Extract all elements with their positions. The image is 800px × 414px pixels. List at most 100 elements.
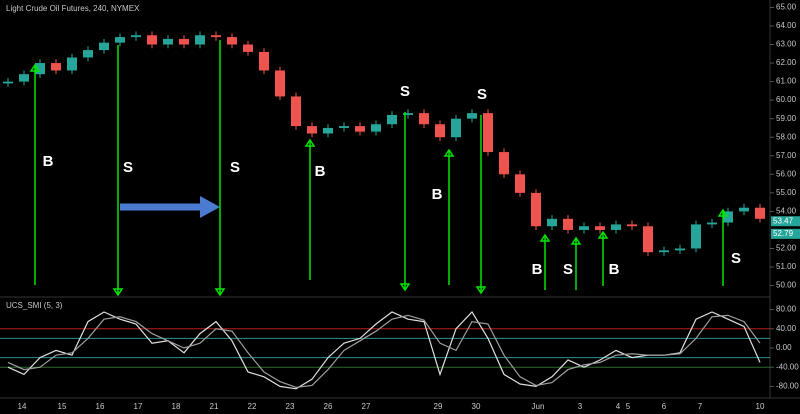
candle-body: [467, 113, 477, 119]
candle-body: [211, 35, 221, 38]
y-tick-label: 63.00: [776, 40, 797, 49]
indicator-title: UCS_SMI (5, 3): [6, 301, 63, 310]
candle-body: [387, 114, 397, 125]
candle-body: [499, 152, 509, 175]
candle-body: [83, 50, 93, 58]
signal-arrow-head: [539, 233, 551, 242]
candle-body: [531, 192, 541, 227]
x-tick-label: 27: [362, 402, 371, 411]
candle-body: [147, 35, 157, 45]
candle-body: [419, 113, 429, 125]
y-tick-label: 56.00: [776, 169, 797, 178]
candle-body: [291, 96, 301, 127]
candle-body: [131, 35, 141, 38]
candle-body: [339, 126, 349, 128]
candle-body: [435, 124, 445, 138]
candle-body: [275, 70, 285, 97]
y-tick-label: 64.00: [776, 21, 797, 30]
x-tick-label: 4: [616, 402, 621, 411]
candle-body: [163, 38, 173, 45]
candle-body: [403, 113, 413, 115]
signal-label: S: [731, 250, 741, 267]
y2-tick-label: -40.00: [776, 362, 799, 371]
signal-label: B: [43, 153, 54, 170]
signal-arrow-head: [112, 288, 124, 297]
candle-body: [515, 174, 525, 193]
x-tick-label: 7: [698, 402, 703, 411]
signal-arrow-head: [399, 283, 411, 292]
candle-body: [227, 37, 237, 45]
x-tick-label: 10: [756, 402, 765, 411]
y-tick-label: 52.00: [776, 244, 797, 253]
y-tick-label: 54.00: [776, 207, 797, 216]
x-tick-label: 6: [662, 402, 667, 411]
candle-body: [323, 127, 333, 134]
y2-tick-label: 80.00: [776, 305, 797, 314]
signal-arrow-head: [597, 230, 609, 239]
candle-body: [243, 44, 253, 52]
price-label-bg: [771, 216, 800, 227]
x-tick-label: 22: [248, 402, 257, 411]
y2-tick-label: 40.00: [776, 324, 797, 333]
signal-arrow-head: [443, 148, 455, 157]
candle-body: [675, 248, 685, 251]
candle-body: [35, 63, 45, 75]
y-tick-label: 59.00: [776, 114, 797, 123]
candle-body: [739, 207, 749, 212]
candle-body: [259, 51, 269, 71]
y-tick-label: 57.00: [776, 151, 797, 160]
x-tick-label: 15: [58, 402, 67, 411]
signal-arrow-head: [304, 138, 316, 147]
y2-tick-label: -80.00: [776, 382, 799, 391]
signal-arrow-head: [475, 286, 487, 295]
signal-label: S: [400, 83, 410, 100]
candle-body: [755, 207, 765, 219]
x-tick-label: 16: [96, 402, 105, 411]
candle-body: [563, 218, 573, 230]
candle-body: [371, 124, 381, 132]
x-tick-label: Jun: [532, 402, 545, 411]
x-tick-label: 17: [134, 402, 143, 411]
candle-body: [67, 57, 77, 71]
candle-body: [595, 226, 605, 230]
y-tick-label: 55.00: [776, 188, 797, 197]
x-tick-label: 5: [626, 402, 631, 411]
price-label: 53.47: [773, 216, 794, 225]
candle-body: [723, 211, 733, 223]
candle-body: [707, 222, 717, 225]
candle-body: [643, 226, 653, 253]
x-tick-label: 3: [578, 402, 583, 411]
candle-body: [355, 126, 365, 132]
signal-arrow-head: [29, 63, 41, 72]
y-tick-label: 61.00: [776, 77, 797, 86]
signal-label: S: [563, 261, 573, 278]
price-label: 52.79: [773, 229, 794, 238]
y-tick-label: 58.00: [776, 132, 797, 141]
candle-body: [3, 81, 13, 84]
x-tick-label: 30: [472, 402, 481, 411]
signal-arrow-head: [717, 208, 729, 217]
candle-body: [579, 226, 589, 230]
price-label-bg: [771, 228, 800, 239]
candle-body: [691, 224, 701, 249]
x-tick-label: 18: [172, 402, 181, 411]
signal-label: B: [609, 261, 620, 278]
x-tick-label: 23: [286, 402, 295, 411]
signal-label: S: [230, 159, 240, 176]
candle-body: [19, 74, 29, 82]
y-tick-label: 65.00: [776, 3, 797, 12]
x-tick-label: 14: [18, 402, 27, 411]
y-tick-label: 50.00: [776, 281, 797, 290]
blue-arrow-head: [200, 196, 220, 218]
signal-label: S: [477, 86, 487, 103]
candle-body: [659, 250, 669, 253]
candle-body: [451, 118, 461, 138]
smi-line: [7, 314, 761, 388]
candle-body: [51, 63, 61, 71]
y-tick-label: 60.00: [776, 95, 797, 104]
candle-body: [115, 37, 125, 43]
candle-body: [99, 42, 109, 51]
y-tick-label: 62.00: [776, 58, 797, 67]
smi-line: [7, 311, 761, 390]
signal-label: B: [315, 163, 326, 180]
